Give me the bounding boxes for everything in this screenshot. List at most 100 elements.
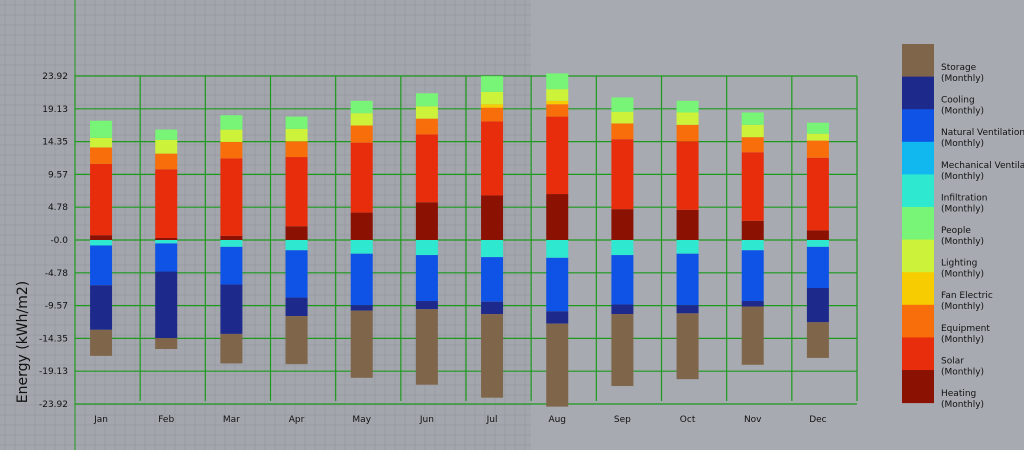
- bar-infiltration-apr: [285, 240, 308, 251]
- bar-people-jan: [90, 120, 113, 138]
- bar-infiltration-mar: [220, 240, 243, 247]
- bar-cooling-jun: [415, 301, 438, 310]
- bar-storage-jan: [90, 329, 113, 356]
- legend-label-mechanical-ventilation: Mechanical Ventilation: [941, 161, 1024, 171]
- legend-label-storage: Storage: [941, 63, 977, 73]
- bar-people-mar: [220, 115, 243, 130]
- bar-solar-jan: [90, 163, 113, 236]
- bar-equipment-may: [350, 125, 373, 143]
- bar-solar-apr: [285, 157, 308, 227]
- bar-equipment-sep: [611, 123, 634, 140]
- bar-infiltration-nov: [741, 240, 764, 251]
- bar-solar-may: [350, 142, 373, 213]
- bar-storage-mar: [220, 333, 243, 364]
- bar-infiltration-aug: [546, 240, 569, 258]
- bar-people-nov: [741, 112, 764, 125]
- y-tick-label: 19.13: [42, 105, 68, 115]
- bar-natural-ventilation-mar: [220, 246, 243, 285]
- bar-heating-dec: [806, 230, 829, 240]
- legend-swatch-infiltration: [902, 174, 934, 208]
- bar-storage-nov: [741, 306, 764, 365]
- bar-cooling-oct: [676, 305, 699, 314]
- y-tick-label: -14.35: [39, 334, 68, 344]
- bar-infiltration-may: [350, 240, 373, 254]
- bar-cooling-jan: [90, 285, 113, 330]
- bar-storage-dec: [806, 322, 829, 358]
- bar-people-may: [350, 100, 373, 114]
- x-tick-label: Sep: [614, 415, 631, 425]
- bar-storage-jul: [481, 314, 504, 398]
- bar-natural-ventilation-aug: [546, 257, 569, 312]
- bars: [90, 73, 829, 407]
- bar-natural-ventilation-dec: [806, 246, 829, 288]
- legend-label-cooling: Cooling: [941, 96, 975, 106]
- bar-storage-jun: [415, 309, 438, 385]
- bar-heating-nov: [741, 220, 764, 240]
- bar-equipment-apr: [285, 141, 308, 158]
- legend-label-natural-ventilation: Natural Ventilation: [941, 128, 1024, 138]
- y-tick-label: -9.57: [45, 302, 68, 312]
- bar-infiltration-oct: [676, 240, 699, 254]
- x-tick-label: Oct: [680, 415, 696, 425]
- legend-label-heating: Heating: [941, 389, 976, 399]
- bar-people-feb: [155, 129, 178, 140]
- legend-swatch-heating: [902, 370, 934, 404]
- bar-heating-oct: [676, 209, 699, 240]
- bar-lighting-nov: [741, 124, 764, 138]
- y-tick-label: 9.57: [48, 170, 68, 180]
- bar-lighting-mar: [220, 129, 243, 142]
- y-tick-label: -19.13: [39, 367, 68, 377]
- bar-solar-feb: [155, 169, 178, 238]
- legend-unit-equipment: (Monthly): [941, 335, 984, 345]
- bar-equipment-dec: [806, 140, 829, 158]
- x-tick-label: Aug: [548, 415, 566, 425]
- bar-cooling-nov: [741, 301, 764, 307]
- bar-cooling-apr: [285, 297, 308, 317]
- bar-lighting-apr: [285, 128, 308, 142]
- bar-people-aug: [546, 73, 569, 90]
- y-axis-label: Energy (kWh/m2): [15, 281, 31, 403]
- bar-equipment-nov: [741, 137, 764, 153]
- bar-lighting-jun: [415, 106, 438, 119]
- bar-heating-jul: [481, 195, 504, 240]
- bar-equipment-jul: [481, 107, 504, 122]
- bar-infiltration-jun: [415, 240, 438, 256]
- bar-lighting-may: [350, 113, 373, 126]
- bar-solar-oct: [676, 141, 699, 210]
- y-tick-label: 14.35: [42, 138, 68, 148]
- bar-natural-ventilation-sep: [611, 255, 634, 305]
- legend-swatch-people: [902, 207, 934, 241]
- bar-lighting-dec: [806, 133, 829, 141]
- legend-swatch-storage: [902, 44, 934, 78]
- bar-heating-jun: [415, 202, 438, 240]
- bar-solar-jul: [481, 121, 504, 196]
- bar-cooling-jul: [481, 301, 504, 315]
- bar-solar-dec: [806, 157, 829, 231]
- legend-label-lighting: Lighting: [941, 259, 977, 269]
- bar-natural-ventilation-oct: [676, 253, 699, 306]
- y-tick-label: -0.0: [50, 236, 68, 246]
- legend-swatch-fan-electric: [902, 272, 934, 306]
- bar-solar-mar: [220, 158, 243, 236]
- legend-label-infiltration: Infiltration: [941, 193, 988, 203]
- bar-people-jun: [415, 93, 438, 107]
- bar-infiltration-jul: [481, 240, 504, 258]
- bar-people-sep: [611, 97, 634, 112]
- x-tick-label: May: [352, 415, 371, 425]
- bar-equipment-aug: [546, 104, 569, 117]
- bar-natural-ventilation-jul: [481, 257, 504, 302]
- bar-people-dec: [806, 122, 829, 134]
- bar-heating-jan: [90, 235, 113, 240]
- legend: Storage(Monthly)Cooling(Monthly)Natural …: [902, 44, 1024, 410]
- bar-infiltration-sep: [611, 240, 634, 256]
- bar-natural-ventilation-jun: [415, 255, 438, 302]
- bar-lighting-sep: [611, 111, 634, 124]
- bar-storage-sep: [611, 314, 634, 387]
- x-tick-label: Jul: [486, 415, 498, 425]
- bar-solar-nov: [741, 152, 764, 221]
- bar-people-jul: [481, 76, 504, 92]
- x-tick-labels: Jan Feb Mar Apr May Jun Jul Aug Sep Oct Nov Dec: [93, 415, 827, 425]
- legend-swatch-cooling: [902, 76, 934, 110]
- bar-heating-apr: [285, 226, 308, 240]
- bar-fan-electric-aug: [546, 100, 569, 105]
